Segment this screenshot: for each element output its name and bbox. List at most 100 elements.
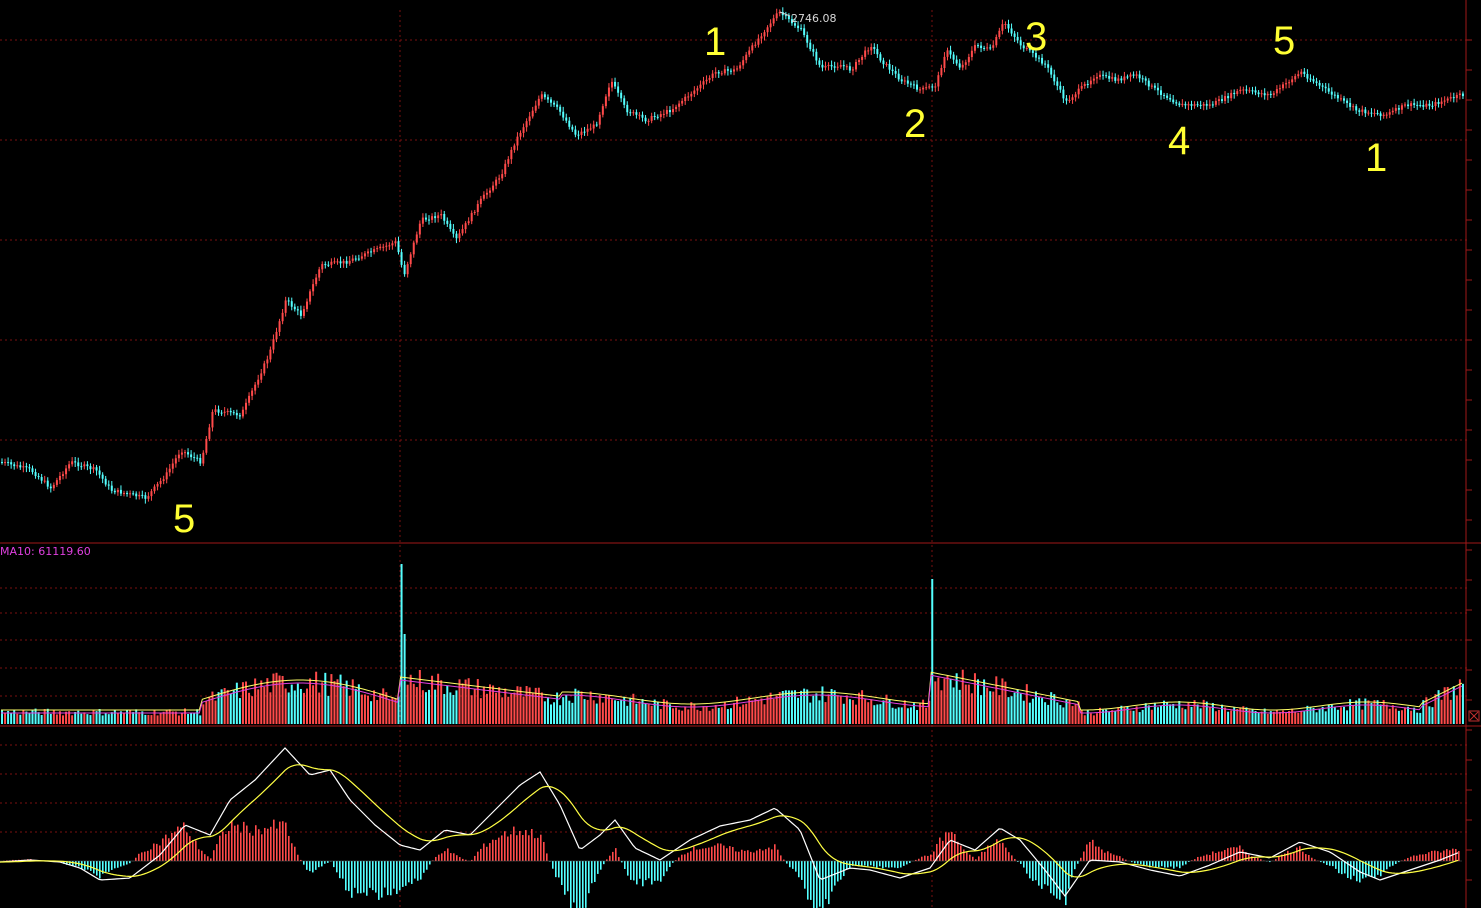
- macd-bar: [390, 861, 392, 896]
- volume-bar: [797, 697, 800, 724]
- volume-bar: [1184, 709, 1187, 724]
- macd-bar: [90, 861, 92, 871]
- candle-body: [851, 69, 854, 71]
- volume-bar: [1455, 695, 1458, 724]
- volume-bar: [1382, 700, 1385, 724]
- volume-bar: [1089, 713, 1092, 724]
- volume-bar: [870, 699, 873, 724]
- volume-bar: [601, 702, 604, 724]
- volume-bar: [13, 709, 16, 724]
- candle-body: [254, 384, 257, 391]
- candle-body: [867, 50, 870, 52]
- macd-bar: [1293, 852, 1295, 861]
- macd-bar: [1386, 861, 1388, 870]
- macd-bar: [1038, 861, 1040, 886]
- macd-bar: [1176, 861, 1178, 867]
- volume-bar: [787, 690, 790, 724]
- candle-body: [1230, 92, 1233, 99]
- macd-bar: [1071, 861, 1073, 878]
- volume-bar: [607, 695, 610, 724]
- volume-bar: [443, 693, 446, 724]
- candle-body: [162, 479, 165, 481]
- macd-bar: [366, 861, 368, 896]
- candle-body: [370, 251, 373, 253]
- macd-bar: [1230, 847, 1232, 861]
- candle-body: [260, 373, 263, 380]
- volume-bar: [626, 705, 629, 724]
- candle-body: [949, 50, 952, 55]
- macd-bar: [483, 843, 485, 861]
- macd-bar: [858, 861, 860, 867]
- candle-body: [40, 477, 43, 481]
- volume-bar: [104, 713, 107, 724]
- macd-bar: [252, 835, 254, 861]
- macd-bar: [216, 844, 218, 861]
- volume-bar: [653, 699, 656, 724]
- macd-bar: [222, 831, 224, 861]
- macd-bar: [180, 827, 182, 861]
- candle-body: [827, 64, 830, 66]
- macd-bar: [66, 861, 68, 865]
- macd-bar: [693, 846, 695, 861]
- candle-body: [89, 466, 92, 470]
- volume-bar: [961, 669, 964, 724]
- volume-bar: [211, 691, 214, 724]
- macd-bar: [531, 828, 533, 861]
- volume-bar: [424, 692, 427, 724]
- candle-body: [830, 64, 833, 67]
- volume-bar: [940, 690, 943, 724]
- candle-body: [34, 472, 37, 477]
- volume-bar: [958, 689, 961, 724]
- candle-body: [510, 149, 513, 160]
- candle-body: [769, 23, 772, 28]
- candle-body: [842, 65, 845, 67]
- macd-bar: [834, 861, 836, 886]
- candle-body: [784, 15, 787, 17]
- candle-body: [1184, 103, 1187, 106]
- candle-body: [1111, 77, 1114, 79]
- volume-bar: [1019, 693, 1022, 724]
- macd-bar: [1341, 861, 1343, 875]
- volume-bar: [681, 710, 684, 724]
- macd-bar: [621, 861, 623, 863]
- macd-bar: [1143, 861, 1145, 866]
- macd-bar: [639, 861, 641, 879]
- volume-bar: [812, 695, 815, 724]
- volume-bar: [1132, 710, 1135, 724]
- volume-bar: [1291, 708, 1294, 724]
- macd-bar: [111, 861, 113, 870]
- candle-body: [748, 50, 751, 55]
- candle-body: [16, 465, 19, 467]
- volume-bar: [1285, 712, 1288, 724]
- volume-bar: [86, 714, 89, 724]
- macd-bar: [831, 861, 833, 892]
- candle-body: [821, 64, 824, 68]
- macd-bar: [246, 825, 248, 861]
- volume-bar: [16, 713, 19, 724]
- candle-body: [1257, 92, 1260, 95]
- volume-bar: [1425, 697, 1428, 724]
- macd-bar: [1329, 861, 1331, 866]
- macd-bar: [1299, 846, 1301, 861]
- candle-body: [278, 321, 281, 332]
- macd-bar: [804, 861, 806, 889]
- candle-body: [1449, 97, 1452, 99]
- macd-bar: [927, 855, 929, 861]
- volume-bar: [717, 707, 720, 724]
- candle-body: [482, 194, 485, 199]
- candle-body: [1166, 95, 1169, 98]
- macd-bar: [636, 861, 638, 885]
- candle-body: [394, 241, 397, 244]
- volume-bar: [641, 699, 644, 724]
- candle-body: [1266, 93, 1269, 96]
- candle-body: [961, 64, 964, 68]
- candle-body: [135, 493, 138, 497]
- volume-bar: [1306, 705, 1309, 724]
- candle-body: [306, 301, 308, 310]
- volume-bar: [1327, 704, 1330, 724]
- macd-bar: [843, 861, 845, 877]
- macd-bar: [1149, 861, 1151, 868]
- candle-body: [934, 86, 937, 88]
- close-box-icon[interactable]: [1468, 710, 1480, 722]
